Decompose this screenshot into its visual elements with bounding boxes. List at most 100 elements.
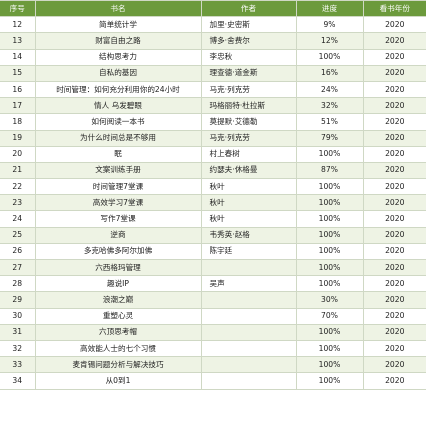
cell-year[interactable]: 2020 [362, 48, 426, 66]
header-book[interactable]: 书名 [34, 0, 202, 18]
cell-book-title[interactable]: 浪潮之巅 [34, 291, 202, 309]
cell-author[interactable] [200, 323, 297, 341]
cell-year[interactable]: 2020 [362, 210, 426, 228]
cell-index[interactable]: 27 [0, 258, 36, 277]
cell-year[interactable]: 2020 [362, 16, 426, 34]
cell-author[interactable]: 莫提默·艾德勒 [200, 113, 297, 131]
cell-progress[interactable]: 32% [295, 97, 364, 115]
cell-author[interactable]: 博多·舍费尔 [200, 32, 297, 50]
cell-author[interactable]: 加里·史密斯 [200, 16, 297, 34]
cell-index[interactable]: 24 [0, 210, 36, 228]
cell-book-title[interactable]: 简单统计学 [34, 16, 202, 34]
cell-index[interactable]: 17 [0, 97, 36, 115]
cell-index[interactable]: 23 [0, 194, 36, 212]
cell-author[interactable]: 约瑟夫·休格曼 [200, 161, 297, 180]
cell-year[interactable]: 2020 [362, 178, 426, 196]
cell-progress[interactable]: 100% [295, 194, 364, 212]
cell-book-title[interactable]: 情人 乌发碧眼 [34, 97, 202, 115]
cell-author[interactable] [200, 356, 297, 374]
cell-progress[interactable]: 51% [295, 113, 364, 131]
cell-progress[interactable]: 87% [295, 161, 364, 180]
cell-progress[interactable]: 100% [295, 258, 364, 277]
cell-year[interactable]: 2020 [362, 145, 426, 163]
cell-progress[interactable]: 100% [295, 242, 364, 261]
cell-year[interactable]: 2020 [362, 80, 426, 99]
cell-year[interactable]: 2020 [362, 97, 426, 115]
cell-progress[interactable]: 100% [295, 48, 364, 66]
cell-index[interactable]: 13 [0, 32, 36, 50]
cell-progress[interactable]: 100% [295, 226, 364, 244]
cell-index[interactable]: 25 [0, 226, 36, 244]
cell-author[interactable]: 马克·列克劳 [200, 129, 297, 147]
cell-year[interactable]: 2020 [362, 129, 426, 147]
cell-book-title[interactable]: 结构思考力 [34, 48, 202, 66]
cell-year[interactable]: 2020 [362, 242, 426, 261]
cell-author[interactable]: 玛格丽特·杜拉斯 [200, 97, 297, 115]
cell-year[interactable]: 2020 [362, 356, 426, 374]
cell-book-title[interactable]: 时间管理：如何充分利用你的24小时 [34, 80, 202, 99]
cell-index[interactable]: 14 [0, 48, 36, 66]
cell-author[interactable]: 马克·列克劳 [200, 80, 297, 99]
cell-book-title[interactable]: 时间管理7堂课 [34, 178, 202, 196]
cell-book-title[interactable]: 趣说IP [34, 275, 202, 293]
cell-index[interactable]: 30 [0, 307, 36, 325]
cell-author[interactable]: 吴声 [200, 275, 297, 293]
cell-progress[interactable]: 100% [295, 323, 364, 341]
cell-index[interactable]: 29 [0, 291, 36, 309]
cell-progress[interactable]: 100% [295, 145, 364, 163]
cell-index[interactable]: 16 [0, 80, 36, 99]
cell-progress[interactable]: 100% [295, 178, 364, 196]
cell-progress[interactable]: 100% [295, 275, 364, 293]
cell-year[interactable]: 2020 [362, 275, 426, 293]
cell-index[interactable]: 33 [0, 356, 36, 374]
cell-progress[interactable]: 9% [295, 16, 364, 34]
cell-book-title[interactable]: 多克哈佛多阿尔加佛 [34, 242, 202, 261]
cell-book-title[interactable]: 高效能人士的七个习惯 [34, 339, 202, 358]
cell-book-title[interactable]: 眠 [34, 145, 202, 163]
cell-book-title[interactable]: 财富自由之路 [34, 32, 202, 50]
header-author[interactable]: 作者 [200, 0, 297, 18]
cell-index[interactable]: 26 [0, 242, 36, 261]
cell-year[interactable]: 2020 [362, 291, 426, 309]
header-index[interactable]: 序号 [0, 0, 36, 18]
cell-progress[interactable]: 100% [295, 356, 364, 374]
cell-book-title[interactable]: 六西格玛管理 [34, 258, 202, 277]
cell-author[interactable] [200, 258, 297, 277]
cell-author[interactable]: 韦秀英·赵格 [200, 226, 297, 244]
cell-author[interactable]: 村上春树 [200, 145, 297, 163]
cell-author[interactable] [200, 372, 297, 390]
cell-progress[interactable]: 16% [295, 64, 364, 82]
cell-index[interactable]: 12 [0, 16, 36, 34]
cell-book-title[interactable]: 重塑心灵 [34, 307, 202, 325]
cell-progress[interactable]: 12% [295, 32, 364, 50]
cell-progress[interactable]: 24% [295, 80, 364, 99]
cell-index[interactable]: 18 [0, 113, 36, 131]
cell-index[interactable]: 21 [0, 161, 36, 180]
cell-index[interactable]: 31 [0, 323, 36, 341]
cell-year[interactable]: 2020 [362, 113, 426, 131]
cell-book-title[interactable]: 高效学习7堂课 [34, 194, 202, 212]
cell-index[interactable]: 22 [0, 178, 36, 196]
cell-book-title[interactable]: 逆商 [34, 226, 202, 244]
cell-author[interactable] [200, 291, 297, 309]
cell-year[interactable]: 2020 [362, 307, 426, 325]
cell-year[interactable]: 2020 [362, 194, 426, 212]
cell-index[interactable]: 28 [0, 275, 36, 293]
cell-year[interactable]: 2020 [362, 323, 426, 341]
cell-book-title[interactable]: 写作7堂课 [34, 210, 202, 228]
header-year[interactable]: 看书年份 [362, 0, 426, 18]
cell-book-title[interactable]: 自私的基因 [34, 64, 202, 82]
cell-author[interactable]: 秋叶 [200, 194, 297, 212]
header-progress[interactable]: 进度 [295, 0, 364, 18]
cell-book-title[interactable]: 麦肯锡问题分析与解决技巧 [34, 356, 202, 374]
cell-year[interactable]: 2020 [362, 161, 426, 180]
cell-index[interactable]: 32 [0, 339, 36, 358]
cell-book-title[interactable]: 从0到1 [34, 372, 202, 390]
cell-year[interactable]: 2020 [362, 226, 426, 244]
cell-author[interactable]: 陈宇廷 [200, 242, 297, 261]
cell-index[interactable]: 15 [0, 64, 36, 82]
cell-progress[interactable]: 30% [295, 291, 364, 309]
cell-index[interactable]: 20 [0, 145, 36, 163]
cell-author[interactable]: 李忠秋 [200, 48, 297, 66]
cell-year[interactable]: 2020 [362, 32, 426, 50]
